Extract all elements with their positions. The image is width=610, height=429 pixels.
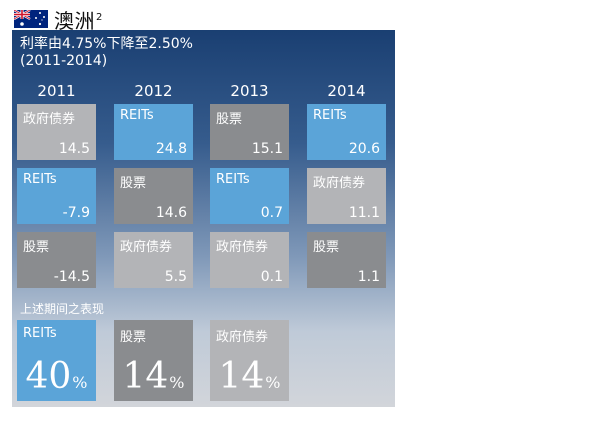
tile-label: REITs — [313, 108, 347, 123]
tile-label: 政府债券 — [216, 240, 269, 255]
tile-2012-rank3: 政府债券 5.5 — [114, 232, 193, 288]
tile-2011-rank3: 股票 -14.5 — [17, 232, 96, 288]
header: 澳洲2 — [14, 5, 103, 34]
tile-value: 14.6 — [155, 205, 187, 221]
percent-sign: % — [265, 373, 281, 392]
summary-number: 40 — [25, 356, 72, 397]
footnote-marker: 2 — [96, 11, 103, 23]
country-name: 澳洲 — [54, 8, 95, 33]
tile-value: 0.1 — [260, 269, 283, 285]
summary-tile-label: REITs — [23, 326, 57, 341]
tile-value: -7.9 — [62, 205, 90, 221]
tile-value: 1.1 — [357, 269, 380, 285]
returns-panel: 利率由4.75%下降至2.50% (2011-2014) 2011 2012 2… — [12, 30, 395, 407]
summary-tile-value: 14% — [210, 356, 289, 397]
summary-tile-stock: 股票 14% — [114, 320, 193, 401]
tile-value: 5.5 — [164, 269, 187, 285]
tile-2011-rank2: REITs -7.9 — [17, 168, 96, 224]
year-2014: 2014 — [327, 82, 366, 100]
tile-2013-rank2: REITs 0.7 — [210, 168, 289, 224]
summary-tile-value: 40% — [17, 356, 96, 397]
year-2012: 2012 — [134, 82, 173, 100]
summary-number: 14 — [122, 356, 169, 397]
tile-label: REITs — [23, 172, 57, 187]
percent-sign: % — [72, 373, 88, 392]
summary-tile-bond: 政府债券 14% — [210, 320, 289, 401]
tile-label: 政府债券 — [313, 176, 366, 191]
tile-label: 股票 — [23, 240, 50, 255]
summary-label: 上述期间之表现 — [20, 302, 105, 316]
tile-2014-rank1: REITs 20.6 — [307, 104, 386, 160]
tile-value: 20.6 — [348, 141, 380, 157]
tile-2014-rank2: 政府债券 11.1 — [307, 168, 386, 224]
tile-value: -14.5 — [53, 269, 90, 285]
subtitle-line-1: 利率由4.75%下降至2.50% — [20, 36, 193, 52]
panel-subtitle: 利率由4.75%下降至2.50% (2011-2014) — [20, 36, 193, 70]
tile-value: 0.7 — [260, 205, 283, 221]
tile-label: 股票 — [313, 240, 340, 255]
summary-number: 14 — [218, 356, 265, 397]
summary-tile-reits: REITs 40% — [17, 320, 96, 401]
tile-label: REITs — [120, 108, 154, 123]
tile-label: 政府债券 — [23, 112, 76, 127]
tile-2011-rank1: 政府债券 14.5 — [17, 104, 96, 160]
summary-tile-value: 14% — [114, 356, 193, 397]
tile-label: 股票 — [216, 112, 243, 127]
tile-label: REITs — [216, 172, 250, 187]
tile-value: 24.8 — [155, 141, 187, 157]
tile-2014-rank3: 股票 1.1 — [307, 232, 386, 288]
year-2011: 2011 — [37, 82, 76, 100]
tile-value: 15.1 — [251, 141, 283, 157]
tile-label: 政府债券 — [120, 240, 173, 255]
australia-flag-icon — [14, 10, 48, 28]
tile-2013-rank3: 政府债券 0.1 — [210, 232, 289, 288]
tile-value: 14.5 — [58, 141, 90, 157]
tile-value: 11.1 — [348, 205, 380, 221]
tile-2012-rank2: 股票 14.6 — [114, 168, 193, 224]
tile-2012-rank1: REITs 24.8 — [114, 104, 193, 160]
percent-sign: % — [169, 373, 185, 392]
country-title: 澳洲2 — [54, 5, 103, 34]
summary-tile-label: 政府债券 — [216, 330, 269, 345]
subtitle-line-2: (2011-2014) — [20, 53, 108, 69]
tile-label: 股票 — [120, 176, 147, 191]
year-2013: 2013 — [230, 82, 269, 100]
summary-tile-label: 股票 — [120, 330, 147, 345]
tile-2013-rank1: 股票 15.1 — [210, 104, 289, 160]
